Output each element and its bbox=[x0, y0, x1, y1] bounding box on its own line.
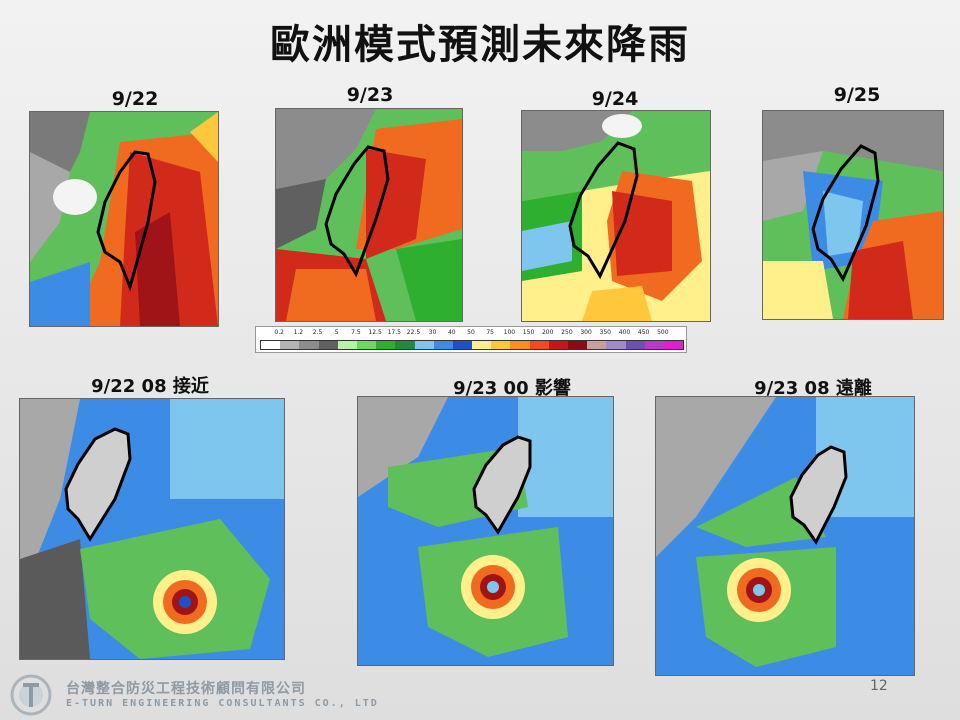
colorbar-tick-label: 12.5 bbox=[368, 329, 382, 336]
colorbar-swatch bbox=[299, 341, 319, 349]
colorbar-tick-label: 350 bbox=[599, 329, 611, 336]
colorbar-swatch bbox=[529, 341, 549, 349]
page-title: 歐洲模式預測未來降雨 bbox=[270, 22, 690, 68]
colorbar-swatch bbox=[414, 341, 434, 349]
colorbar-tick-label: 500 bbox=[657, 329, 669, 336]
colorbar-swatch bbox=[356, 341, 377, 349]
colorbar-tick-label: 1.2 bbox=[293, 329, 304, 336]
colorbar-swatch bbox=[280, 341, 300, 349]
colorbar-tick-label: 5 bbox=[334, 329, 339, 336]
colorbar-swatch bbox=[472, 341, 492, 349]
colorbar-swatch bbox=[318, 341, 338, 349]
colorbar-swatch bbox=[606, 341, 626, 349]
panel-date-label: 9/25 bbox=[833, 84, 881, 106]
colorbar-swatch bbox=[548, 341, 568, 349]
company-logo-icon bbox=[10, 674, 56, 716]
colorbar-tick-label: 75 bbox=[486, 329, 494, 336]
colorbar-swatch bbox=[452, 341, 473, 349]
colorbar-tick-label: 0.2 bbox=[274, 329, 284, 336]
colorbar-tick-label: 2.5 bbox=[312, 329, 323, 336]
colorbar-swatch bbox=[644, 341, 664, 349]
panel-date-label: 9/23 bbox=[346, 84, 394, 106]
company-name-chinese: 台灣整合防災工程技術顧問有限公司 bbox=[66, 681, 306, 697]
rainfall-colorbar: 0.2 1.2 2.5 5 7.5 12.5 17.5 22.5 30 40 50 75 100 150 2… bbox=[255, 326, 687, 353]
colorbar-tick-label: 200 bbox=[541, 329, 554, 336]
colorbar-tick-label: 250 bbox=[561, 329, 573, 336]
rainfall-map-9-23 bbox=[275, 108, 463, 322]
colorbar-swatch bbox=[395, 341, 415, 349]
panel-date-label: 9/22 bbox=[111, 88, 159, 110]
colorbar-tick-label: 30 bbox=[428, 329, 437, 336]
colorbar-swatch bbox=[663, 341, 684, 349]
colorbar-swatch bbox=[625, 341, 645, 349]
colorbar-ticks: 0.2 1.2 2.5 5 7.5 12.5 17.5 22.5 30 40 50 75 100 150 2… bbox=[260, 329, 682, 339]
rainfall-map-9-22 bbox=[29, 111, 219, 327]
colorbar-tick-label: 40 bbox=[447, 329, 456, 336]
colorbar-tick-label: 400 bbox=[618, 329, 631, 336]
colorbar-swatch bbox=[491, 341, 511, 349]
colorbar-swatch bbox=[587, 341, 607, 349]
company-name-english: E-TURN ENGINEERING CONSULTANTS CO., LTD bbox=[66, 698, 379, 709]
rainfall-map-9-24 bbox=[521, 110, 711, 322]
colorbar-swatch bbox=[376, 341, 396, 349]
colorbar-swatch bbox=[433, 341, 453, 349]
colorbar-tick-label: 100 bbox=[503, 329, 516, 336]
panel-date-label: 9/24 bbox=[591, 88, 639, 110]
colorbar-tick-label: 22.5 bbox=[406, 329, 421, 336]
page-number: 12 bbox=[870, 678, 888, 694]
colorbar-strip bbox=[260, 340, 684, 350]
typhoon-map-impact bbox=[357, 396, 614, 666]
colorbar-tick-label: 150 bbox=[522, 329, 535, 336]
colorbar-tick-label: 450 bbox=[637, 329, 650, 336]
panel-time-label: 9/22 08 接近 bbox=[91, 376, 209, 397]
colorbar-swatch bbox=[510, 341, 530, 349]
colorbar-tick-label: 7.5 bbox=[351, 329, 361, 336]
colorbar-swatch bbox=[337, 341, 357, 349]
colorbar-tick-label: 17.5 bbox=[387, 329, 401, 336]
colorbar-swatch bbox=[568, 341, 588, 349]
rainfall-map-9-25 bbox=[762, 110, 944, 320]
panel-time-label: 9/23 08 遠離 bbox=[754, 378, 872, 399]
colorbar-swatch bbox=[261, 341, 281, 349]
panel-time-label: 9/23 00 影響 bbox=[453, 378, 571, 399]
colorbar-tick-label: 300 bbox=[580, 329, 592, 336]
colorbar-tick-label: 50 bbox=[467, 329, 475, 336]
typhoon-map-departure bbox=[655, 396, 915, 676]
typhoon-map-approach bbox=[19, 398, 285, 660]
